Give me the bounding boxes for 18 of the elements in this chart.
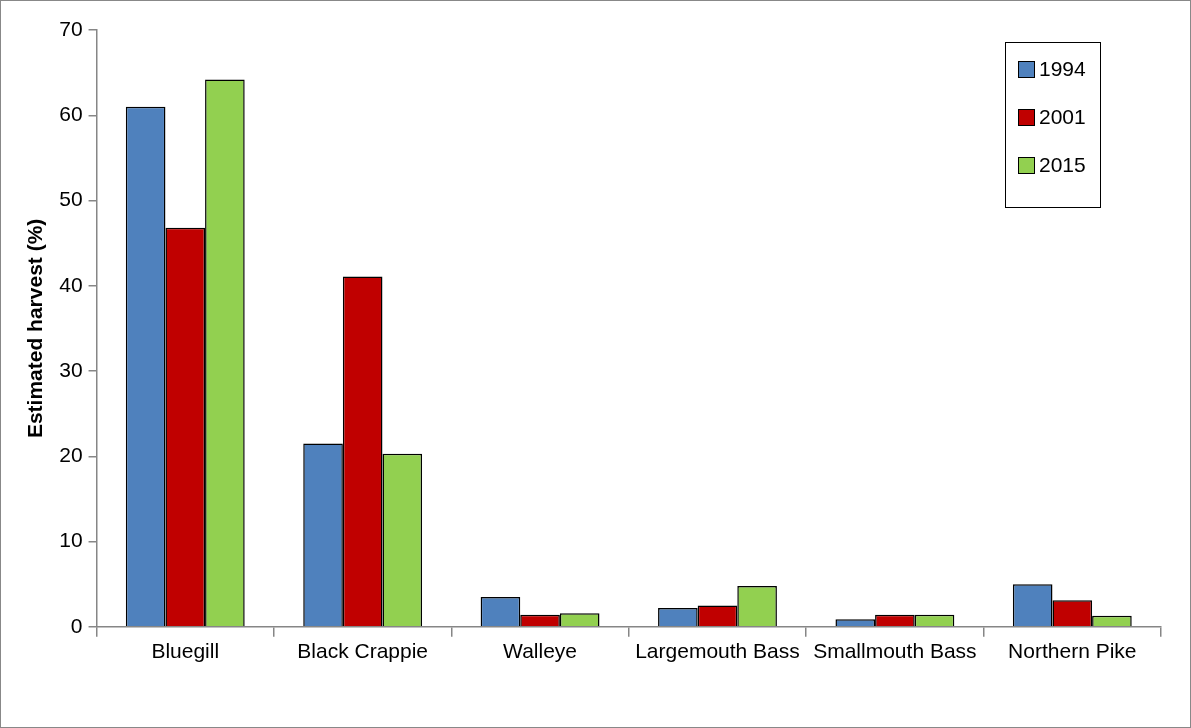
y-tick-label: 30 [59,357,83,381]
legend-label: 2015 [1039,153,1086,177]
x-tick-label: Black Crappie [297,639,429,663]
x-tick-label: Smallmouth Bass [813,639,977,663]
y-tick-label: 0 [70,613,83,637]
y-tick-label: 20 [59,443,83,467]
y-tick-label: 50 [59,187,83,211]
y-tick-label: 60 [59,102,83,126]
x-tick-label: Largemouth Bass [635,639,800,663]
x-tick-label: Walleye [503,639,578,663]
y-tick-label: 40 [59,272,83,296]
legend-label: 1994 [1039,57,1086,81]
x-tick-label: Northern Pike [1008,639,1137,663]
y-axis-title: Estimated harvest (%) [23,218,47,439]
y-tick-label: 10 [59,528,83,552]
x-tick-label: Bluegill [151,639,220,663]
legend-label: 2001 [1039,105,1086,129]
y-tick-label: 70 [59,16,83,40]
